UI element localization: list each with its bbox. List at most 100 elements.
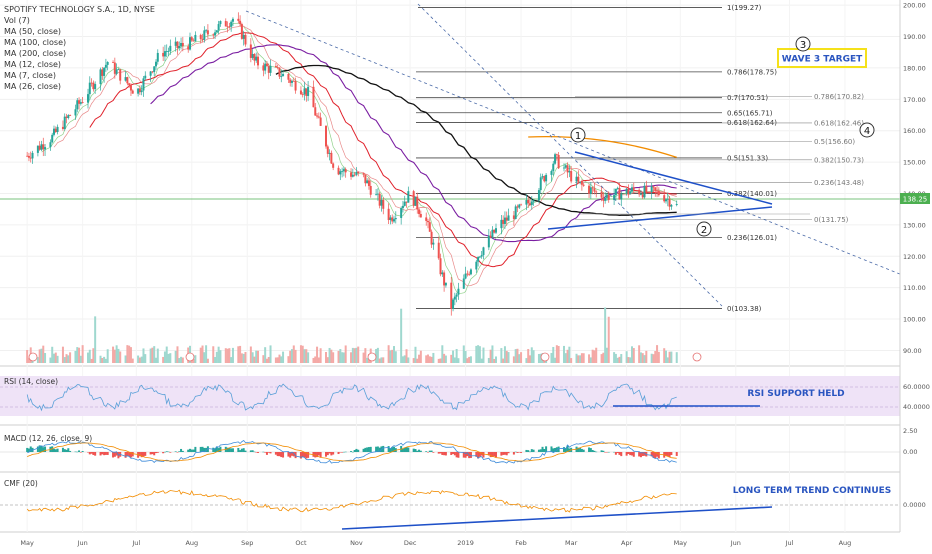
volume-bar bbox=[607, 316, 610, 363]
macd-histogram-bar bbox=[63, 449, 66, 452]
volume-bar bbox=[638, 345, 641, 363]
candle-body bbox=[153, 66, 156, 73]
time-tick-label: Feb bbox=[515, 539, 527, 547]
time-tick-label: 2019 bbox=[457, 539, 474, 547]
price-tick-label: 110.00 bbox=[903, 284, 926, 292]
candle-body bbox=[326, 146, 329, 154]
macd-histogram-bar bbox=[92, 452, 95, 455]
volume-bar bbox=[539, 353, 542, 363]
volume-bar bbox=[274, 357, 277, 363]
macd-histogram-bar bbox=[389, 448, 392, 452]
legend-ma12: MA (12, close) bbox=[4, 60, 61, 69]
candle-body bbox=[237, 18, 240, 21]
volume-bar bbox=[480, 358, 483, 363]
triangle-upper bbox=[574, 151, 773, 205]
candle-body bbox=[301, 94, 304, 96]
volume-bar bbox=[282, 351, 285, 363]
candle-body bbox=[403, 201, 406, 206]
volume-bar bbox=[668, 351, 671, 363]
volume-bar bbox=[641, 353, 644, 363]
volume-bar bbox=[443, 353, 446, 363]
macd-histogram-bar bbox=[264, 452, 267, 453]
time-tick-label: May bbox=[674, 539, 688, 547]
macd-histogram-bar bbox=[605, 452, 608, 453]
candle-body bbox=[453, 296, 456, 300]
volume-bar bbox=[291, 349, 293, 363]
candle-body bbox=[115, 69, 118, 74]
wave-2-marker: 2 bbox=[696, 221, 712, 237]
macd-histogram-bar bbox=[639, 452, 642, 458]
volume-bar bbox=[36, 357, 39, 363]
candle-body bbox=[675, 204, 678, 206]
volume-bar bbox=[155, 357, 157, 363]
volume-bar bbox=[153, 346, 156, 363]
candle-body bbox=[228, 26, 231, 28]
macd-histogram-bar bbox=[512, 452, 515, 455]
fib-level-label-right: 0(131.75) bbox=[814, 216, 849, 224]
volume-bar bbox=[214, 356, 217, 363]
fib-level-label: 0(103.38) bbox=[727, 305, 762, 313]
macd-histogram-bar bbox=[466, 452, 469, 457]
volume-bar bbox=[137, 355, 140, 363]
macd-histogram-bar bbox=[452, 452, 455, 455]
candle-body bbox=[489, 235, 492, 238]
volume-bar bbox=[176, 346, 179, 363]
macd-histogram-bar bbox=[477, 452, 480, 459]
macd-histogram-bar bbox=[537, 449, 540, 452]
candle-body bbox=[652, 186, 655, 188]
macd-histogram-bar bbox=[616, 452, 619, 454]
candle-body bbox=[103, 67, 106, 76]
macd-histogram-bar bbox=[443, 452, 446, 456]
macd-histogram-bar bbox=[94, 452, 97, 456]
volume-bar bbox=[568, 346, 571, 363]
macd-histogram-bar bbox=[412, 448, 415, 452]
volume-bar bbox=[167, 353, 170, 363]
macd-histogram-bar bbox=[480, 452, 483, 456]
candle-body bbox=[502, 219, 505, 224]
volume-bar bbox=[228, 348, 231, 363]
rsi-tick-label: 60.0000 bbox=[903, 383, 930, 391]
macd-histogram-bar bbox=[357, 449, 360, 452]
volume-bar bbox=[552, 346, 555, 363]
macd-histogram-bar bbox=[495, 452, 497, 458]
volume-bar bbox=[344, 345, 347, 363]
volume-bar bbox=[276, 357, 279, 363]
candle-body bbox=[582, 184, 585, 186]
macd-histogram-bar bbox=[350, 451, 353, 452]
macd-histogram-bar bbox=[276, 452, 279, 457]
candle-body bbox=[414, 196, 417, 206]
candle-body bbox=[437, 242, 440, 259]
macd-histogram-bar bbox=[203, 447, 206, 452]
volume-bar bbox=[652, 354, 655, 363]
candle-body bbox=[452, 299, 455, 309]
time-tick-label: Aug bbox=[839, 539, 852, 547]
macd-histogram-bar bbox=[342, 451, 345, 453]
candle-body bbox=[665, 199, 667, 202]
macd-histogram-bar bbox=[26, 447, 29, 452]
candle-body bbox=[353, 174, 356, 176]
candle-body bbox=[269, 65, 272, 73]
candle-body bbox=[253, 54, 256, 61]
candle-body bbox=[249, 44, 252, 58]
candle-body bbox=[137, 88, 140, 94]
candle-body bbox=[299, 90, 302, 95]
macd-histogram-bar bbox=[289, 452, 292, 458]
volume-bar bbox=[151, 347, 154, 363]
candle-body bbox=[613, 195, 616, 200]
candle-body bbox=[427, 220, 429, 223]
macd-histogram-bar bbox=[237, 447, 240, 452]
price-tick-label: 190.00 bbox=[903, 33, 926, 41]
volume-bar bbox=[113, 349, 116, 363]
volume-bar bbox=[257, 350, 259, 363]
candle-body bbox=[579, 181, 582, 183]
volume-bar bbox=[525, 358, 528, 363]
macd-histogram-bar bbox=[231, 448, 234, 452]
macd-histogram-bar bbox=[643, 452, 646, 456]
earnings-marker bbox=[185, 352, 195, 362]
macd-histogram-bar bbox=[478, 452, 481, 457]
macd-histogram-bar bbox=[353, 450, 356, 452]
candle-body bbox=[418, 209, 421, 214]
fib-level-label-right: 0.236(143.48) bbox=[814, 179, 864, 187]
